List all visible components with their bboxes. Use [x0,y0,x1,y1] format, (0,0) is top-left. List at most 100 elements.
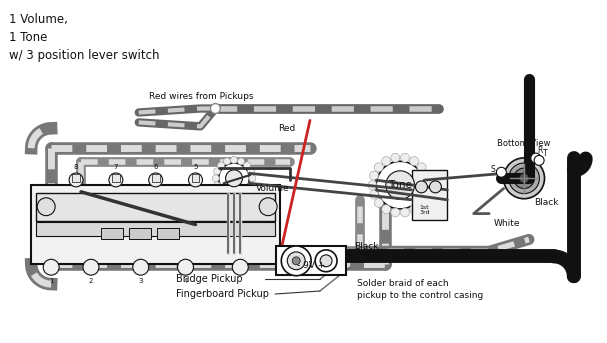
Circle shape [211,104,220,114]
Circle shape [231,193,237,200]
Circle shape [370,190,378,199]
Text: 1 Volume,
1 Tone
w/ 3 position lever switch: 1 Volume, 1 Tone w/ 3 position lever swi… [9,13,160,62]
Bar [276,246,346,275]
Circle shape [519,173,529,184]
Text: 1: 1 [49,278,53,284]
Bar [72,174,80,182]
Circle shape [223,192,231,199]
Circle shape [287,252,305,270]
Bar [101,227,123,239]
Bar [152,174,160,182]
Circle shape [497,167,506,177]
Circle shape [248,168,254,175]
Circle shape [401,153,410,162]
Circle shape [212,175,219,182]
Circle shape [149,173,163,187]
Circle shape [375,199,383,208]
Circle shape [214,182,220,189]
Circle shape [410,157,419,166]
Text: 7: 7 [114,164,118,170]
Bar [129,227,151,239]
Circle shape [249,175,256,182]
Circle shape [214,168,220,175]
Circle shape [178,259,194,275]
Circle shape [243,188,251,195]
Circle shape [391,153,400,162]
Text: 1st: 1st [419,205,429,210]
Circle shape [382,205,391,214]
Circle shape [382,157,391,166]
Bar [157,227,178,239]
Circle shape [534,155,544,165]
Text: 3rd: 3rd [419,210,430,215]
Circle shape [217,162,225,169]
Bar [36,222,275,236]
Text: T: T [543,149,547,158]
Text: White: White [494,218,521,227]
Circle shape [375,163,383,172]
Text: Fingerboard Pickup: Fingerboard Pickup [175,289,268,299]
Circle shape [69,173,83,187]
Text: 8: 8 [74,164,78,170]
Circle shape [217,188,225,195]
Text: 6: 6 [154,164,158,170]
Bar [31,185,280,264]
Bar [112,174,120,182]
Circle shape [320,255,332,267]
Circle shape [514,168,534,189]
Circle shape [376,161,424,209]
Circle shape [368,181,377,190]
Text: Solder braid of each
pickup to the control casing: Solder braid of each pickup to the contr… [357,279,483,300]
Text: R: R [538,146,543,155]
Circle shape [83,259,99,275]
Text: 2: 2 [89,278,93,284]
Text: Red wires from Pickups: Red wires from Pickups [149,92,253,100]
Circle shape [223,158,231,165]
Circle shape [320,255,332,267]
Bar [192,174,200,182]
Circle shape [237,158,245,165]
Circle shape [231,156,237,164]
Circle shape [424,181,433,190]
Circle shape [189,173,203,187]
Circle shape [259,198,277,216]
Circle shape [509,163,540,193]
Bar [412,170,447,220]
Circle shape [232,259,248,275]
Text: Red: Red [278,125,295,133]
Circle shape [37,198,55,216]
Circle shape [43,259,59,275]
Circle shape [248,182,254,189]
Text: S: S [490,165,495,175]
Circle shape [219,163,249,193]
Circle shape [292,257,300,265]
Text: 3: 3 [138,278,143,284]
Circle shape [531,153,541,163]
Text: Tone: Tone [388,180,412,190]
Circle shape [401,208,410,217]
Circle shape [504,158,544,199]
Circle shape [422,190,431,199]
Text: Bottom View: Bottom View [497,139,551,148]
Circle shape [417,163,426,172]
Circle shape [415,181,427,193]
Text: 5: 5 [193,164,198,170]
Text: Bridge Pickup: Bridge Pickup [175,274,242,284]
Circle shape [391,208,400,217]
Text: Black: Black [534,198,558,207]
Bar [36,193,275,221]
Circle shape [410,205,419,214]
Text: - 9V +: - 9V + [297,261,325,270]
Text: 4: 4 [183,278,188,284]
Circle shape [429,181,441,193]
Circle shape [422,171,431,180]
Text: Black: Black [354,241,378,250]
Circle shape [370,171,378,180]
Circle shape [315,250,337,272]
Circle shape [226,170,242,187]
Circle shape [281,246,311,276]
Circle shape [109,173,123,187]
Circle shape [237,192,245,199]
Text: Volume: Volume [256,184,290,193]
Circle shape [386,171,415,199]
